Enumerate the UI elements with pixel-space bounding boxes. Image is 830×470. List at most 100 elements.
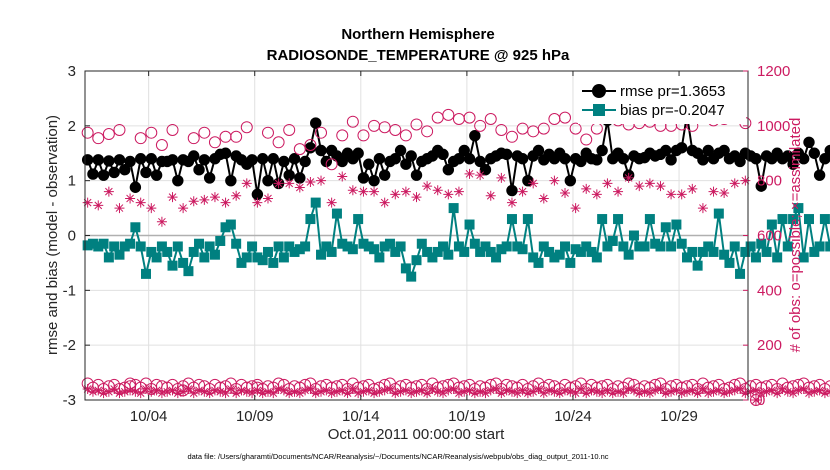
assimilated-obs-point — [448, 384, 459, 395]
assimilated-obs-point — [369, 186, 380, 197]
bias-point — [528, 252, 539, 263]
assimilated-obs-point — [353, 388, 364, 399]
rmse-point — [506, 184, 518, 197]
assimilated-obs-point — [294, 388, 305, 399]
rmse-point — [352, 147, 364, 159]
bias-point — [809, 246, 820, 257]
assimilated-obs-point — [676, 189, 687, 200]
assimilated-obs-point — [475, 170, 486, 181]
bias-point — [825, 241, 830, 252]
assimilated-obs-point — [432, 386, 443, 397]
bias-point — [506, 214, 517, 225]
assimilated-obs-point — [252, 197, 263, 208]
bias-point — [729, 241, 740, 252]
assimilated-obs-point — [634, 181, 645, 192]
bias-point — [347, 244, 358, 255]
assimilated-obs-point — [109, 384, 120, 395]
possible-obs-point — [824, 380, 830, 393]
possible-obs-point — [442, 108, 455, 121]
assimilated-obs-point — [262, 193, 273, 204]
assimilated-obs-point — [135, 388, 146, 399]
possible-obs-point — [272, 136, 285, 149]
bias-point — [278, 252, 289, 263]
bias-point — [735, 268, 746, 279]
bias-point — [724, 257, 735, 268]
bias-point — [639, 241, 650, 252]
rmse-point — [808, 147, 820, 159]
assimilated-obs-point — [427, 384, 438, 395]
rmse-point — [97, 169, 110, 181]
bias-point — [438, 241, 449, 252]
bias-point — [194, 238, 205, 249]
x-axis-ticks: 10/04 10/09 10/14 10/19 10/24 10/29 — [130, 71, 698, 425]
assimilated-obs-point — [687, 183, 698, 194]
rmse-point — [315, 144, 327, 157]
rmse-point — [203, 172, 216, 184]
assimilated-obs-point — [167, 192, 178, 203]
bias-point — [788, 214, 799, 225]
assimilated-obs-point — [225, 384, 236, 395]
rmse-point — [575, 155, 587, 168]
assimilated-obs-point — [199, 194, 210, 205]
rmse-point — [718, 144, 730, 157]
y-right-tick-label: 400 — [757, 282, 782, 299]
assimilated-obs-point — [512, 388, 523, 399]
assimilated-obs-point — [522, 388, 533, 399]
assimilated-obs-point — [146, 203, 157, 214]
assimilated-obs-point — [172, 388, 183, 399]
assimilated-obs-point — [411, 386, 422, 397]
bias-point — [453, 241, 464, 252]
rmse-point — [665, 154, 677, 166]
possible-obs-point — [559, 111, 572, 124]
rmse-point — [676, 142, 688, 154]
y-left-tick-label: -2 — [63, 337, 76, 354]
assimilated-obs-point — [607, 388, 618, 399]
assimilated-obs-point — [188, 196, 199, 207]
bias-point — [544, 246, 555, 257]
bias-point — [708, 246, 719, 257]
assimilated-obs-point — [321, 385, 332, 396]
assimilated-obs-point — [506, 197, 517, 208]
bias-point — [167, 260, 178, 271]
y-left-tick-label: -1 — [63, 282, 76, 299]
series-bias — [82, 197, 830, 282]
possible-obs-point — [495, 123, 508, 136]
possible-obs-point — [580, 133, 593, 146]
assimilated-obs-point — [708, 186, 719, 197]
rmse-point — [103, 155, 115, 167]
assimilated-obs-point — [798, 384, 809, 395]
assimilated-obs-point — [326, 197, 337, 208]
rmse-point — [782, 150, 794, 162]
assimilated-obs-point — [284, 388, 295, 399]
assimilated-obs-point — [87, 386, 98, 397]
bias-point — [268, 257, 279, 268]
chart-title: Northern Hemisphere — [341, 26, 494, 43]
series-possible — [81, 108, 762, 406]
assimilated-obs-point — [750, 385, 761, 396]
bias-point — [331, 208, 342, 219]
assimilated-obs-point — [464, 385, 475, 396]
bias-point — [183, 266, 194, 277]
bias-point — [305, 214, 316, 225]
possible-obs-point — [399, 129, 412, 142]
assimilated-obs-point — [347, 185, 358, 196]
assimilated-obs-point — [273, 178, 284, 189]
assimilated-obs-point — [199, 386, 210, 397]
y-left-tick-label: 1 — [68, 173, 76, 190]
bias-point — [326, 246, 337, 257]
bias-point — [522, 214, 533, 225]
bias-point — [215, 235, 226, 246]
bias-point — [459, 246, 470, 257]
assimilated-obs-point — [676, 388, 687, 399]
series-assimilated-bottom — [82, 384, 830, 399]
assimilated-obs-point — [628, 385, 639, 396]
assimilated-obs-point — [554, 388, 565, 399]
bias-point — [236, 257, 247, 268]
assimilated-obs-point — [453, 388, 464, 399]
legend-box — [578, 76, 746, 124]
bias-point — [390, 246, 401, 257]
bias-point — [607, 235, 618, 246]
assimilated-obs-point — [591, 189, 602, 200]
rmse-point — [617, 153, 630, 165]
bias-point — [554, 249, 565, 260]
